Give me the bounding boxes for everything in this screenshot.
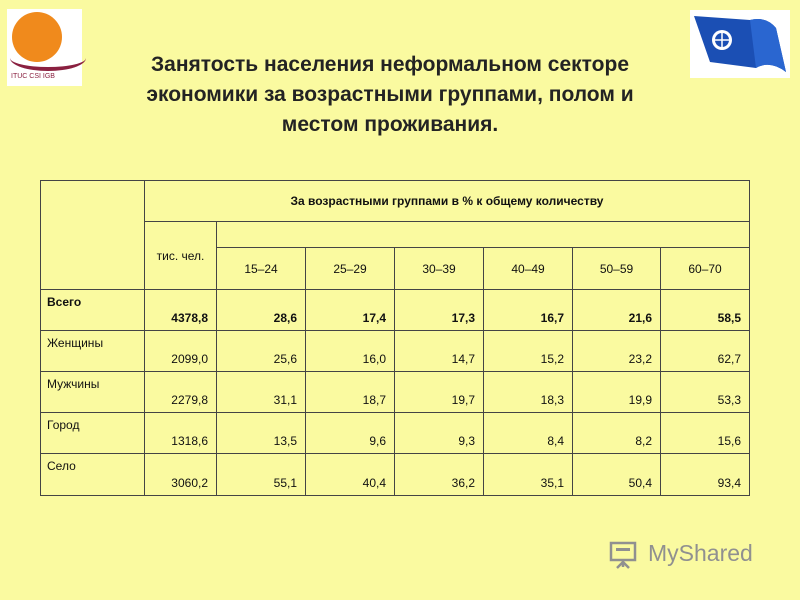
logo-left-text: ITUC CSI IGB — [11, 73, 55, 80]
title-line-1: Занятость населения неформальном секторе — [150, 53, 630, 76]
value-cell: 14,7 — [394, 330, 484, 372]
value-cell: 35,1 — [483, 453, 573, 496]
value-cell: 53,3 — [660, 371, 750, 413]
value-cell: 21,6 — [572, 289, 661, 331]
thousands-header: тис. чел. — [144, 221, 217, 290]
value-cell: 36,2 — [394, 453, 484, 496]
age-header: 60–70 — [660, 247, 750, 290]
value-cell: 19,7 — [394, 371, 484, 413]
table-row: Женщины 2099,0 25,6 16,0 14,7 15,2 23,2 … — [40, 330, 750, 372]
value-cell: 18,7 — [305, 371, 395, 413]
presentation-board-icon — [609, 541, 637, 569]
value-cell: 17,4 — [305, 289, 395, 331]
row-label: Мужчины — [40, 371, 145, 413]
age-header: 30–39 — [394, 247, 484, 290]
age-header: 25–29 — [305, 247, 395, 290]
page-title: Занятость населения неформальном секторе… — [100, 50, 680, 140]
value-cell: 55,1 — [216, 453, 306, 496]
value-cell: 93,4 — [660, 453, 750, 496]
title-line-3: местом проживания. — [281, 113, 499, 136]
value-cell: 31,1 — [216, 371, 306, 413]
row-label: Город — [40, 412, 145, 454]
age-header: 15–24 — [216, 247, 306, 290]
value-cell: 28,6 — [216, 289, 306, 331]
value-cell: 40,4 — [305, 453, 395, 496]
value-cell: 16,0 — [305, 330, 395, 372]
total-cell: 1318,6 — [144, 412, 217, 454]
total-cell: 3060,2 — [144, 453, 217, 496]
arc-logo-icon — [10, 45, 86, 71]
table-row: Всего 4378,8 28,6 17,4 17,3 16,7 21,6 58… — [40, 289, 750, 331]
age-header: 40–49 — [483, 247, 573, 290]
value-cell: 9,6 — [305, 412, 395, 454]
value-cell: 15,2 — [483, 330, 573, 372]
table-row: Город 1318,6 13,5 9,6 9,3 8,4 8,2 15,6 — [40, 412, 750, 454]
logo-left: ITUC CSI IGB — [7, 9, 86, 86]
flag-logo-icon — [690, 10, 790, 78]
total-cell: 2279,8 — [144, 371, 217, 413]
age-header: 50–59 — [572, 247, 661, 290]
value-cell: 18,3 — [483, 371, 573, 413]
total-cell: 2099,0 — [144, 330, 217, 372]
title-line-2: экономики за возрастными группами, полом… — [146, 83, 634, 106]
age-spacer-cell — [216, 221, 750, 248]
row-label: Всего — [40, 289, 145, 331]
value-cell: 8,4 — [483, 412, 573, 454]
corner-cell — [40, 180, 145, 290]
value-cell: 19,9 — [572, 371, 661, 413]
watermark[interactable]: MyShared — [606, 538, 776, 570]
employment-table: За возрастными группами в % к общему кол… — [40, 180, 750, 496]
row-label: Женщины — [40, 330, 145, 372]
value-cell: 13,5 — [216, 412, 306, 454]
value-cell: 50,4 — [572, 453, 661, 496]
value-cell: 8,2 — [572, 412, 661, 454]
value-cell: 15,6 — [660, 412, 750, 454]
row-label: Село — [40, 453, 145, 496]
value-cell: 9,3 — [394, 412, 484, 454]
value-cell: 25,6 — [216, 330, 306, 372]
value-cell: 16,7 — [483, 289, 573, 331]
value-cell: 17,3 — [394, 289, 484, 331]
group-header: За возрастными группами в % к общему кол… — [144, 180, 750, 222]
watermark-text: MyShared — [648, 540, 753, 566]
table-row: Село 3060,2 55,1 40,4 36,2 35,1 50,4 93,… — [40, 453, 750, 496]
value-cell: 58,5 — [660, 289, 750, 331]
value-cell: 62,7 — [660, 330, 750, 372]
table-row: Мужчины 2279,8 31,1 18,7 19,7 18,3 19,9 … — [40, 371, 750, 413]
value-cell: 23,2 — [572, 330, 661, 372]
total-cell: 4378,8 — [144, 289, 217, 331]
